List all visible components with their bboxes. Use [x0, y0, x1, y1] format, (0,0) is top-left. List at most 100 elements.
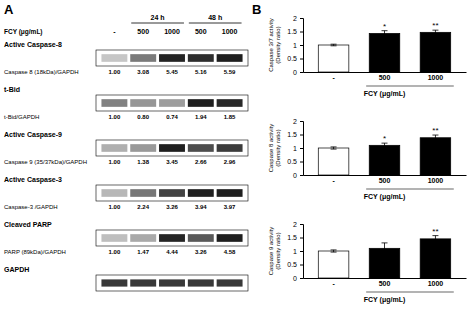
column-label: 1000 — [222, 28, 238, 35]
bar — [369, 145, 400, 175]
y-axis-title-line: Caspase 3/7 activity — [268, 18, 274, 72]
ratio-label: Caspase-3 /GAPDH — [4, 204, 58, 210]
row-label: t-Bid — [4, 86, 20, 93]
y-tick-label: 0 — [293, 172, 297, 179]
bar — [318, 251, 349, 278]
error-bar-cap — [432, 140, 438, 141]
bar — [420, 239, 451, 278]
column-label: 1000 — [164, 28, 180, 35]
x-tick-label: - — [332, 280, 335, 287]
y-tick-label: 0 — [293, 69, 297, 76]
y-tick: 2 — [293, 15, 303, 22]
error-bar-cap — [331, 252, 337, 253]
y-tick-label: 1.5 — [287, 234, 297, 241]
data-label: 5.59 — [224, 69, 236, 75]
error-bar-stem — [384, 143, 385, 147]
y-axis-title-line: (Density ratio) — [275, 129, 281, 166]
group-label: 48 h — [208, 14, 222, 21]
band — [188, 144, 214, 152]
y-tick-mark — [300, 135, 303, 136]
x-tick: - — [332, 278, 335, 287]
blot-box — [96, 95, 248, 111]
group-underline — [366, 189, 454, 190]
blot-row: t-Bidt-Bid/GAPDH1.000.800.741.941.85 — [4, 86, 248, 120]
column-label: - — [113, 28, 116, 35]
x-axis: - 500 1000 — [304, 175, 467, 184]
error-bar-stem — [435, 135, 436, 140]
y-tick: 0 — [293, 69, 303, 76]
error-bar-cap — [331, 146, 337, 147]
error-bar — [432, 30, 438, 34]
band — [159, 144, 185, 152]
ratio-label: Caspase 9 (35/37kDa)/GAPDH — [4, 159, 87, 165]
y-tick-label: 1 — [293, 145, 297, 152]
error-bar — [331, 44, 337, 46]
blot-row: Cleaved PARPPARP (89kDa)/GAPDH1.001.474.… — [4, 221, 248, 255]
band — [101, 234, 127, 242]
x-tick-label: 1000 — [428, 177, 444, 184]
x-axis: -5001000 — [304, 278, 467, 287]
bar — [369, 33, 400, 72]
loading-band — [101, 279, 127, 286]
y-tick: 0.5 — [287, 261, 303, 268]
column-axis-label: FCY (μg/mL) — [4, 28, 43, 36]
bar-chart: 00.511.52-5001000**FCY (μg/mL)Caspase 9 … — [268, 221, 467, 304]
x-tick-label: - — [332, 74, 335, 81]
y-tick-label: 2 — [293, 15, 297, 22]
y-tick-label: 0.5 — [287, 261, 297, 268]
row-label: Active Caspase-9 — [4, 131, 62, 139]
data-label: 1.47 — [137, 249, 149, 255]
x-tick-label: - — [332, 177, 335, 184]
figure: A24 h48 hFCY (μg/mL)-50010005001000Activ… — [0, 0, 474, 313]
error-bar-cap — [382, 36, 388, 37]
x-tick-label: 1000 — [428, 280, 444, 287]
x-tick: - — [332, 175, 335, 184]
significance: ** — [432, 21, 438, 30]
error-bar-cap — [432, 34, 438, 35]
y-tick: 1.5 — [287, 234, 303, 241]
data-label: 4.44 — [166, 249, 178, 255]
band — [188, 189, 214, 197]
x-tick: 500 — [379, 175, 391, 184]
error-bar-stem — [435, 236, 436, 242]
y-tick: 0 — [293, 275, 303, 282]
y-tick-mark — [300, 72, 303, 73]
y-tick-mark — [300, 18, 303, 19]
error-bar — [331, 250, 337, 252]
significance: ** — [432, 126, 438, 135]
band — [130, 144, 156, 152]
blot-row: GAPDH — [4, 266, 248, 291]
blot-box — [96, 275, 248, 291]
error-bar-cap — [382, 253, 388, 254]
error-bar — [382, 243, 388, 254]
loading-band — [130, 279, 156, 286]
x-tick: 1000 — [428, 278, 444, 287]
band — [217, 99, 243, 107]
y-tick-label: 1 — [293, 248, 297, 255]
y-axis-title: Caspase 9 activity(Density ratio) — [268, 227, 281, 276]
group-underline — [366, 292, 454, 293]
band — [130, 189, 156, 197]
data-label: 1.38 — [137, 159, 149, 165]
bar — [420, 32, 451, 72]
data-label: 3.08 — [137, 69, 149, 75]
row-label: Active Caspase-8 — [4, 41, 62, 49]
y-tick: 0.5 — [287, 158, 303, 165]
x-axis-title: FCY (μg/mL) — [364, 90, 405, 98]
error-bar — [432, 236, 438, 242]
y-tick-label: 1 — [293, 42, 297, 49]
x-axis-line — [304, 72, 467, 73]
blot-box — [96, 230, 248, 246]
group-underline — [366, 86, 454, 87]
blot-row: Active Caspase-9 Caspase 9 (35/37kDa)/GAP… — [4, 131, 248, 165]
y-tick-mark — [300, 238, 303, 239]
band — [101, 99, 127, 107]
blot-row: Active Caspase-8Caspase 8 (18kDa)/GAPDH1… — [4, 41, 248, 75]
y-tick-mark — [300, 59, 303, 60]
error-bar-cap — [331, 45, 337, 46]
error-bar — [331, 147, 337, 149]
row-label: Active Caspase-3 — [4, 176, 62, 184]
x-tick: 1000 — [428, 72, 444, 81]
data-label: 5.16 — [195, 69, 207, 75]
ratio-label: t-Bid/GAPDH — [4, 114, 39, 120]
